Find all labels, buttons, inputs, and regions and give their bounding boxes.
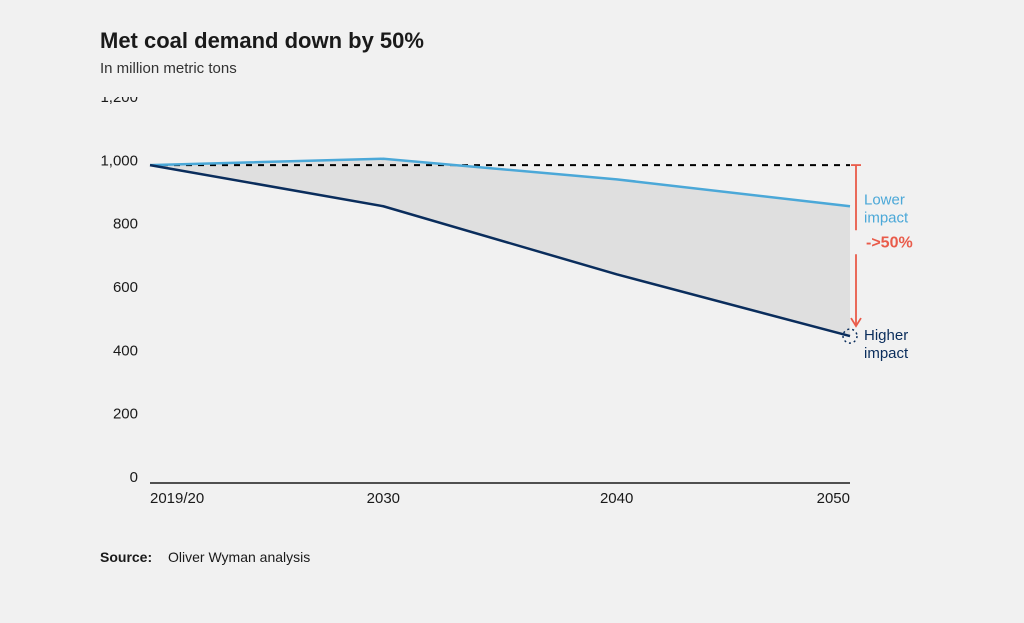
y-tick-label: 200 <box>113 406 138 423</box>
source-text: Oliver Wyman analysis <box>168 549 310 565</box>
lower-impact-label: Lowerimpact <box>864 191 909 226</box>
chart-title: Met coal demand down by 50% <box>100 28 964 54</box>
chart-source: Source: Oliver Wyman analysis <box>100 549 964 565</box>
y-tick-label: 400 <box>113 342 138 359</box>
source-label: Source: <box>100 549 152 565</box>
chart-subtitle: In million metric tons <box>100 60 964 77</box>
higher-impact-label: Higherimpact <box>864 327 909 362</box>
y-tick-label: 600 <box>113 279 138 296</box>
x-tick-label: 2019/20 <box>150 490 204 507</box>
chart-plot: 0 200 400 600 800 1,000 1,200 2019/20 2030 2040 20… <box>60 97 960 537</box>
chart-container: Met coal demand down by 50% In million m… <box>0 0 1024 623</box>
y-tick-label: 0 <box>130 469 138 486</box>
x-tick-label: 2050 <box>817 490 850 507</box>
y-tick-label: 800 <box>113 216 138 233</box>
x-tick-label: 2040 <box>600 490 633 507</box>
y-tick-label: 1,000 <box>100 152 138 169</box>
chart-svg: 0 200 400 600 800 1,000 1,200 2019/20 2030 2040 20… <box>60 97 960 537</box>
x-tick-label: 2030 <box>367 490 400 507</box>
y-tick-label: 1,200 <box>100 97 138 106</box>
annotation-text: ->50% <box>866 234 913 251</box>
